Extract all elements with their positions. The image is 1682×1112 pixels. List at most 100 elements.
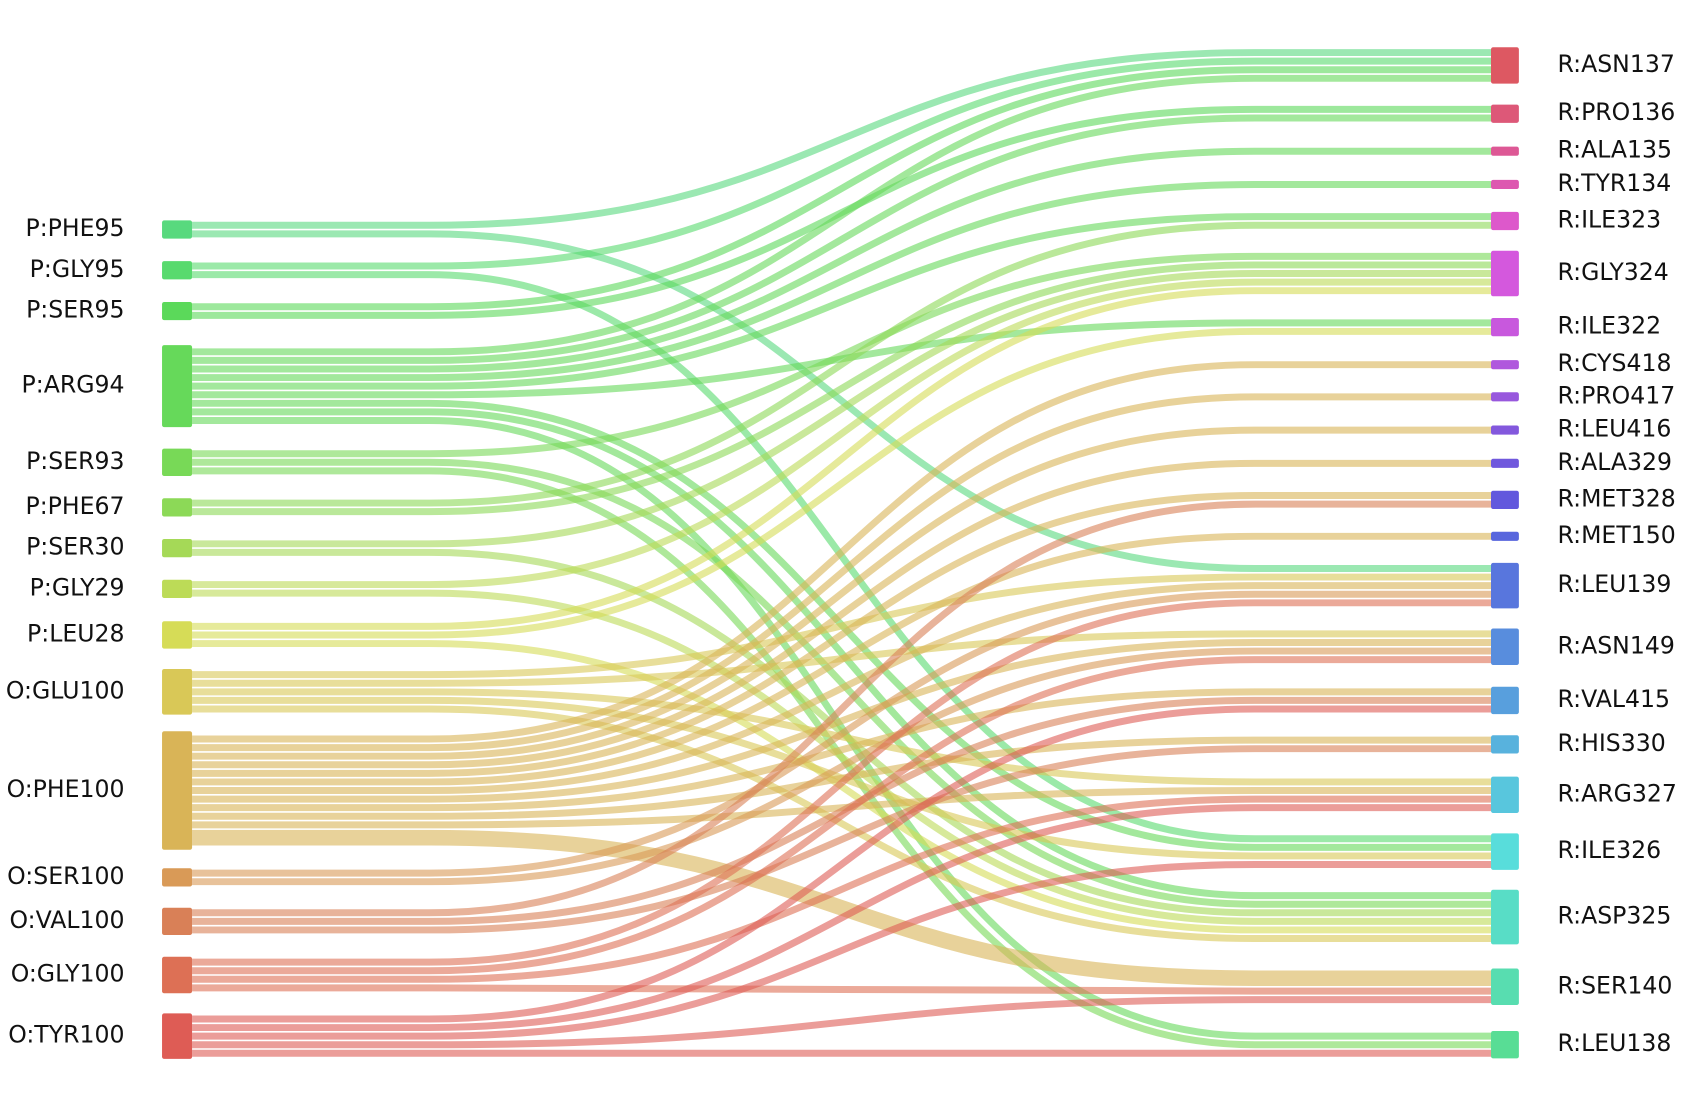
link (192, 705, 1491, 1023)
right-node-label: R:LEU416 (1557, 415, 1671, 443)
right-node (1490, 686, 1519, 715)
right-node (1490, 562, 1519, 609)
left-node (162, 538, 193, 558)
link (192, 271, 1491, 843)
right-node-label: R:MET328 (1557, 484, 1675, 512)
left-node-label: O:VAL100 (10, 906, 125, 934)
link (192, 287, 1491, 630)
right-node (1490, 211, 1519, 231)
right-node (1490, 392, 1519, 402)
right-node-label: R:PRO417 (1557, 381, 1675, 409)
right-node (1490, 1031, 1519, 1059)
link (192, 393, 1491, 752)
link (192, 458, 1491, 908)
right-node-label: R:ILE323 (1557, 205, 1661, 233)
link (192, 984, 1491, 995)
right-node-label: R:LEU139 (1557, 570, 1671, 598)
left-node-label: O:TYR100 (8, 1021, 124, 1049)
right-node (1490, 628, 1519, 666)
left-node (162, 669, 193, 715)
right-node (1490, 531, 1519, 541)
left-node (162, 621, 193, 649)
link (192, 114, 1491, 364)
link (192, 74, 1491, 356)
right-node-label: R:ALA329 (1557, 448, 1672, 476)
left-node (162, 579, 193, 598)
right-node (1490, 318, 1519, 337)
right-node-label: R:ALA135 (1557, 136, 1672, 164)
left-node (162, 731, 193, 850)
right-node (1490, 250, 1519, 297)
link (192, 492, 1491, 777)
right-node-label: R:ARG327 (1557, 779, 1676, 807)
link (192, 688, 1491, 812)
link (192, 500, 1491, 917)
left-node (162, 301, 193, 321)
link (192, 230, 1491, 572)
link (192, 66, 1491, 311)
left-node-label: O:PHE100 (7, 775, 125, 803)
link (192, 829, 1491, 986)
left-node (162, 448, 193, 476)
left-node-label: O:GLU100 (6, 676, 125, 704)
link (192, 647, 1491, 886)
right-node-label: R:ASN149 (1557, 631, 1674, 659)
right-node-label: R:VAL415 (1557, 685, 1670, 713)
link (192, 804, 1491, 1032)
right-node (1490, 360, 1519, 370)
link (192, 459, 1491, 769)
right-node (1490, 425, 1519, 435)
link (192, 261, 1491, 516)
right-node (1490, 458, 1519, 468)
link (192, 327, 1491, 639)
link (192, 599, 1491, 966)
left-node-label: P:SER93 (26, 447, 124, 475)
link (192, 361, 1491, 743)
left-node-label: P:PHE95 (25, 214, 124, 242)
left-node-label: P:SER30 (26, 533, 124, 561)
left-node-label: P:ARG94 (22, 371, 125, 399)
left-node-label: P:SER95 (26, 296, 124, 324)
link (192, 213, 1491, 390)
left-node (162, 956, 193, 994)
left-node (162, 1013, 193, 1059)
link (192, 590, 1491, 877)
left-node (162, 345, 193, 428)
link (192, 426, 1491, 760)
right-node (1490, 889, 1519, 945)
right-node (1490, 146, 1519, 156)
link (192, 861, 1491, 1040)
right-node (1490, 735, 1519, 754)
right-node (1490, 104, 1519, 123)
link (192, 270, 1491, 548)
left-node-label: P:GLY29 (30, 573, 125, 601)
link (192, 996, 1491, 1049)
link (192, 221, 1491, 507)
right-node-label: R:ASN137 (1557, 50, 1674, 78)
right-node-label: R:ASP325 (1557, 902, 1671, 930)
right-node-label: R:PRO136 (1557, 98, 1675, 126)
link (192, 252, 1491, 458)
left-node (162, 868, 193, 887)
link (192, 49, 1491, 229)
left-node-label: P:LEU28 (27, 619, 124, 647)
links (192, 49, 1491, 1057)
right-node (1490, 776, 1519, 814)
right-node-label: R:CYS418 (1557, 349, 1671, 377)
link (192, 278, 1491, 589)
right-node-label: R:TYR134 (1557, 169, 1671, 197)
left-node-label: P:PHE67 (25, 492, 124, 520)
link (192, 745, 1491, 934)
right-node (1490, 179, 1519, 190)
right-node-label: R:HIS330 (1557, 729, 1665, 757)
right-node-label: R:SER140 (1557, 971, 1672, 999)
link (192, 147, 1491, 373)
link (192, 532, 1491, 786)
right-node-label: R:ILE322 (1557, 312, 1661, 340)
left-node (162, 907, 193, 936)
right-node-label: R:GLY324 (1557, 258, 1668, 286)
link (192, 57, 1491, 270)
link (192, 656, 1491, 975)
right-node (1490, 47, 1519, 84)
